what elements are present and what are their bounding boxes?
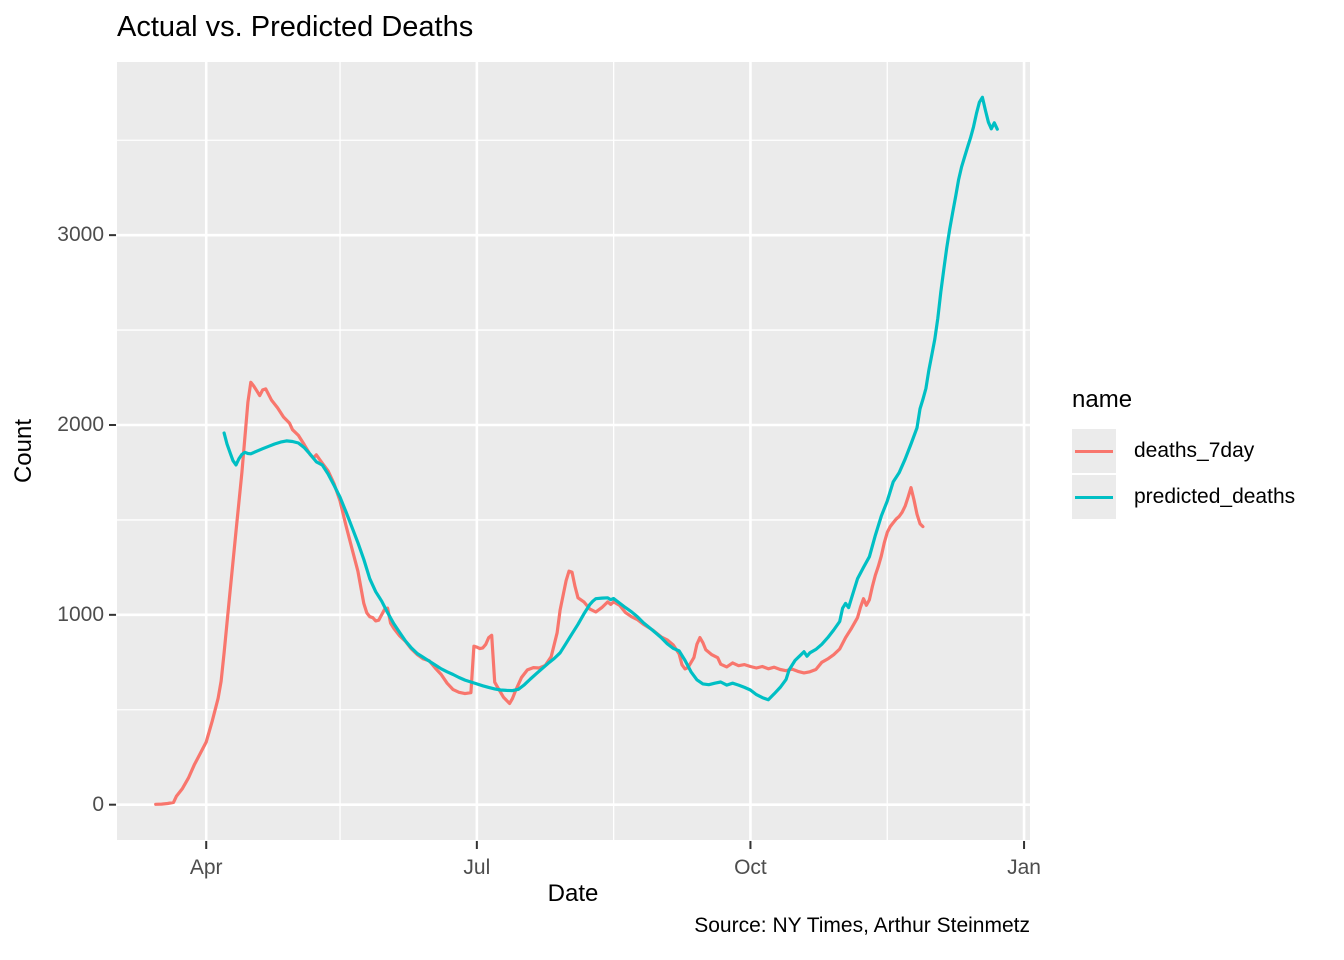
red-line-swatch-icon [1075,449,1113,453]
legend-label-predicted-deaths: predicted_deaths [1134,485,1296,508]
y-tick-label-0: 0 [92,792,104,816]
x-tick-label-Oct: Oct [734,856,767,879]
legend-title: name [1072,386,1133,413]
x-tick-label-Apr: Apr [189,856,223,879]
x-tick-label-Jul: Jul [463,856,491,879]
chart-caption: Source: NY Times, Arthur Steinmetz [694,914,1030,937]
legend-key-deaths-7day [1072,429,1116,473]
chart-title: Actual vs. Predicted Deaths [117,11,474,43]
y-tick-label-1000: 1000 [57,602,104,626]
x-axis-title: Date [547,880,599,907]
legend-entry-predicted-deaths: predicted_deaths [1072,474,1344,520]
y-tick-label-2000: 2000 [57,412,104,436]
legend-key-predicted-deaths [1072,475,1116,519]
series-line-predicted_deaths [222,95,999,702]
y-tick-label-3000: 3000 [57,223,104,247]
y-axis-title: Count [9,351,39,551]
x-tick-label-Jan: Jan [1007,856,1041,879]
legend: name deaths_7day predicted_deaths [1072,386,1344,520]
teal-line-swatch-icon [1075,495,1113,499]
legend-entry-deaths-7day: deaths_7day [1072,428,1344,474]
legend-label-deaths-7day: deaths_7day [1134,439,1255,462]
